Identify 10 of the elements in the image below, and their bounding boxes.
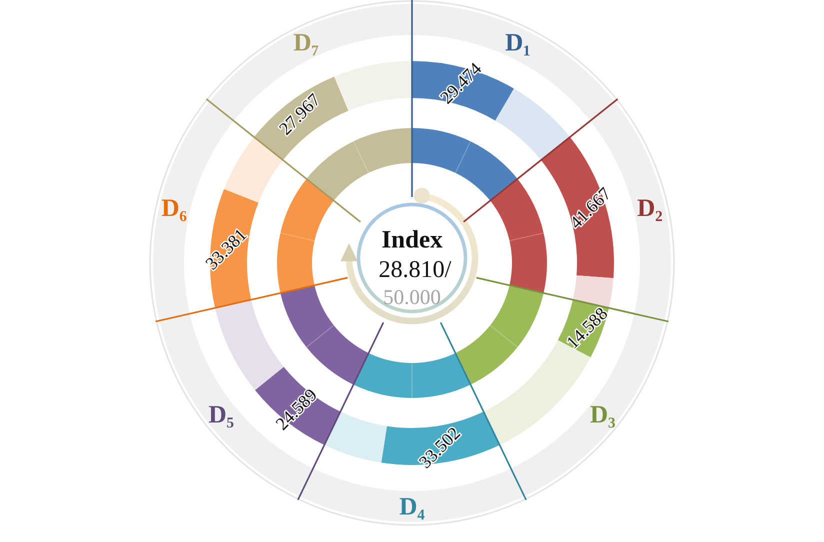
category-label: D₆ <box>161 195 188 222</box>
text: Index <box>381 226 444 254</box>
category-label: D₁ <box>505 30 531 57</box>
text: 50.000 <box>383 285 441 309</box>
category-label: D₃ <box>590 402 616 429</box>
category-label: D₂ <box>637 195 663 222</box>
category-label: D₇ <box>293 30 319 57</box>
category-label: D₄ <box>399 494 426 520</box>
category-label: D₅ <box>208 402 234 429</box>
text: 28.810/ <box>378 257 452 283</box>
